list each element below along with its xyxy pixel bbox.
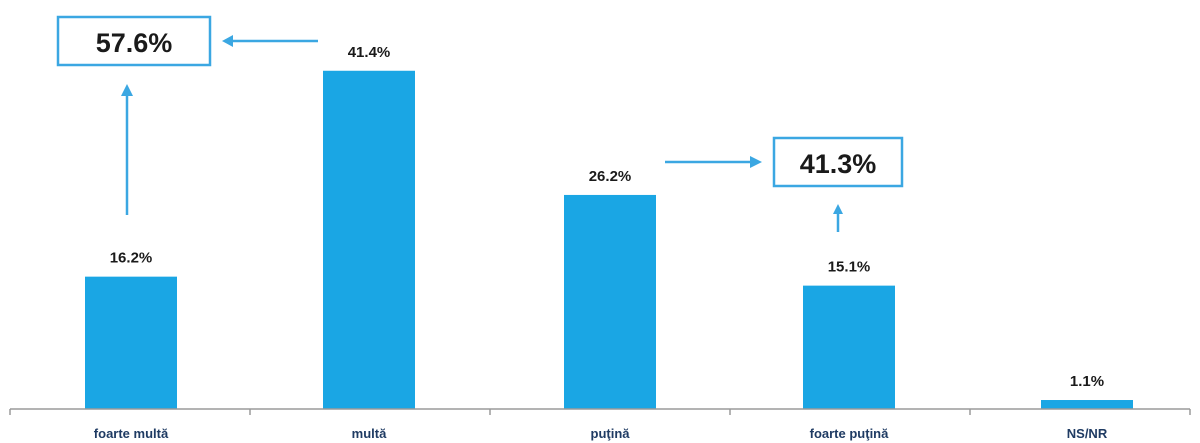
arrow-left-head — [222, 35, 233, 47]
bars-group — [85, 70, 1133, 410]
bar-4 — [1041, 400, 1133, 409]
annotation-text-low: 41.3% — [800, 149, 877, 179]
category-label-3: foarte puţină — [810, 426, 889, 441]
bar-3 — [803, 285, 895, 409]
category-label-4: NS/NR — [1067, 426, 1108, 441]
arrow-up-head — [121, 84, 133, 96]
annotation-box-high — [56, 15, 212, 67]
category-label-2: puţină — [591, 426, 631, 441]
bar-2 — [564, 194, 656, 409]
bar-0 — [85, 276, 177, 409]
value-labels-group: 16.2% 41.4% 26.2% 15.1% 1.1% — [110, 44, 1104, 390]
value-label-4: 1.1% — [1070, 373, 1104, 390]
value-label-1: 41.4% — [348, 44, 391, 61]
annotation-box-low — [772, 136, 904, 188]
arrow-right-head — [750, 156, 762, 168]
category-label-1: multă — [352, 426, 387, 441]
x-axis-ticks — [9, 409, 1191, 415]
category-label-0: foarte multă — [94, 426, 169, 441]
value-label-0: 16.2% — [110, 250, 153, 267]
annotation-sum-high: 57.6% — [56, 15, 318, 215]
arrow-up-small-head — [833, 204, 843, 214]
value-label-2: 26.2% — [589, 168, 632, 185]
annotation-sum-low: 41.3% — [665, 136, 904, 232]
category-labels-group: foarte multă multă puţină foarte puţină NS/N… — [94, 426, 1108, 441]
value-label-3: 15.1% — [828, 259, 871, 276]
annotation-text-high: 57.6% — [96, 28, 173, 58]
bar-1 — [323, 70, 415, 410]
